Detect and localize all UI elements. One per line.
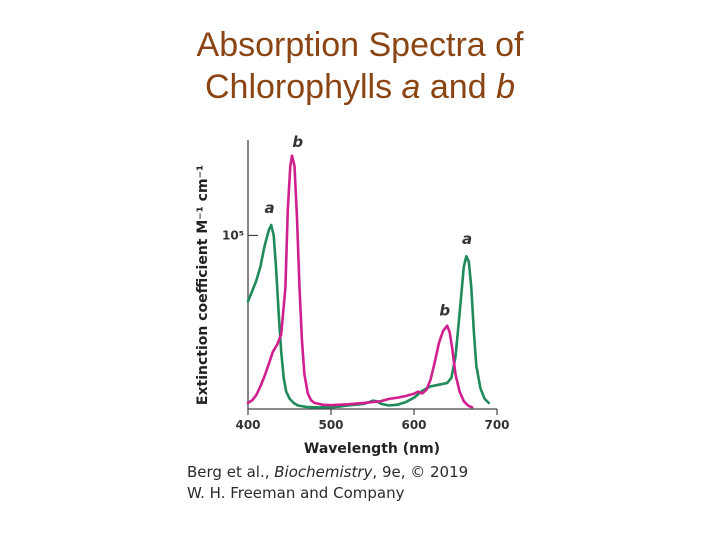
slide-title: Absorption Spectra of Chlorophylls a and… — [0, 24, 720, 108]
credit: Berg et al., Biochemistry, 9e, © 2019 W.… — [187, 462, 468, 504]
x-ticks: 400 500 600 700 — [235, 409, 510, 432]
series-layer — [246, 154, 490, 409]
credit-authors: Berg et al., — [187, 463, 275, 481]
curve-label-a: a — [265, 199, 275, 217]
credit-line-2: W. H. Freeman and Company — [187, 484, 405, 502]
curve-label-a: a — [462, 230, 472, 248]
credit-line-1: Berg et al., Biochemistry, 9e, © 2019 — [187, 462, 468, 483]
title-line-1: Absorption Spectra of — [196, 26, 524, 64]
title-letter-b: b — [496, 68, 515, 106]
title-letter-a: a — [401, 68, 421, 106]
x-tick-label: 500 — [318, 418, 343, 432]
y-axis-label: Extinction coefficient M⁻¹ cm⁻¹ — [195, 165, 211, 405]
y-tick-label: 10⁵ — [222, 228, 244, 242]
x-tick-label: 400 — [235, 418, 260, 432]
title-line-2: Chlorophylls a and b — [0, 66, 720, 108]
x-tick-label: 600 — [401, 418, 426, 432]
curve-label-b: b — [292, 133, 303, 151]
x-axis-label: Wavelength (nm) — [304, 441, 440, 457]
annotations: a b a b — [265, 133, 473, 319]
credit-edition: , 9e, © 2019 — [372, 463, 469, 481]
series-line-b — [246, 154, 474, 409]
y-ticks: 10⁵ — [222, 228, 258, 242]
curve-label-b: b — [439, 301, 450, 319]
title-line-2-prefix: Chlorophylls — [205, 68, 402, 106]
title-line-2-and: and — [420, 68, 497, 106]
x-tick-label: 700 — [484, 418, 509, 432]
credit-book-title: Biochemistry — [274, 463, 373, 481]
